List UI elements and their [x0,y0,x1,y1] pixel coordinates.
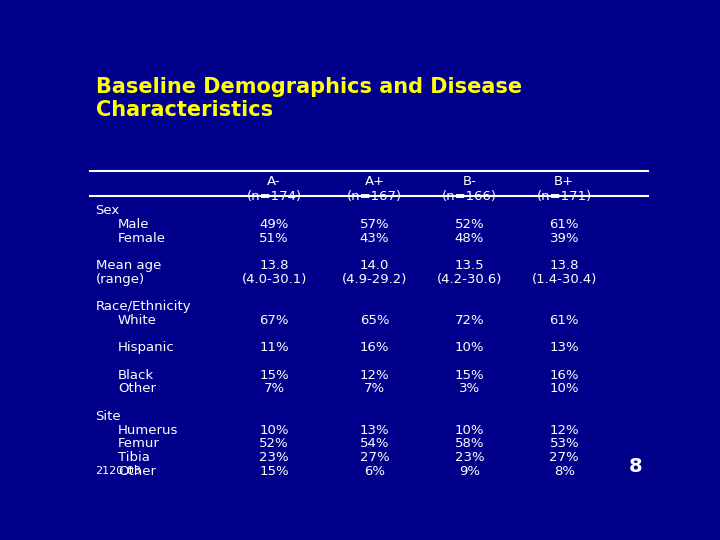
Text: 12%: 12% [360,369,390,382]
Text: (4.2-30.6): (4.2-30.6) [437,273,502,286]
Text: Female: Female [118,232,166,245]
Text: Femur: Femur [118,437,160,450]
Text: 9%: 9% [459,465,480,478]
Text: 13%: 13% [549,341,579,354]
Text: Hispanic: Hispanic [118,341,175,354]
Text: 39%: 39% [549,232,579,245]
Text: A+
(n=167): A+ (n=167) [347,175,402,203]
Text: Male: Male [118,218,150,231]
Text: 13.8: 13.8 [259,259,289,272]
Text: 10%: 10% [259,424,289,437]
Text: 23%: 23% [454,451,485,464]
Text: Baseline Demographics and Disease
Characteristics: Baseline Demographics and Disease Charac… [96,77,522,120]
Text: 72%: 72% [454,314,485,327]
Text: 16%: 16% [549,369,579,382]
Text: Other: Other [118,382,156,395]
Text: 67%: 67% [259,314,289,327]
Text: (1.4-30.4): (1.4-30.4) [531,273,597,286]
Text: 14.0: 14.0 [360,259,390,272]
Text: 7%: 7% [264,382,284,395]
Text: 65%: 65% [360,314,390,327]
Text: 15%: 15% [259,465,289,478]
Text: 6%: 6% [364,465,385,478]
Text: 8: 8 [629,457,642,476]
Text: (range): (range) [96,273,145,286]
Text: 16%: 16% [360,341,390,354]
Text: 7%: 7% [364,382,385,395]
Text: 2120.03: 2120.03 [96,467,141,476]
Text: 12%: 12% [549,424,579,437]
Text: 10%: 10% [455,341,484,354]
Text: 54%: 54% [360,437,390,450]
Text: Sex: Sex [96,204,120,217]
Text: 61%: 61% [549,218,579,231]
Text: 13.5: 13.5 [454,259,485,272]
Text: (4.0-30.1): (4.0-30.1) [241,273,307,286]
Text: Site: Site [96,410,121,423]
Text: 49%: 49% [259,218,289,231]
Text: Black: Black [118,369,154,382]
Text: 13.8: 13.8 [549,259,579,272]
Text: 3%: 3% [459,382,480,395]
Text: 43%: 43% [360,232,390,245]
Text: 52%: 52% [454,218,485,231]
Text: Humerus: Humerus [118,424,179,437]
Text: 61%: 61% [549,314,579,327]
Text: 15%: 15% [454,369,485,382]
Text: B-
(n=166): B- (n=166) [442,175,497,203]
Text: 15%: 15% [259,369,289,382]
Text: 10%: 10% [455,424,484,437]
Text: Race/Ethnicity: Race/Ethnicity [96,300,192,313]
Text: Other: Other [118,465,156,478]
Text: 57%: 57% [360,218,390,231]
Text: 27%: 27% [549,451,579,464]
Text: 8%: 8% [554,465,575,478]
Text: 11%: 11% [259,341,289,354]
Text: 53%: 53% [549,437,579,450]
Text: 48%: 48% [455,232,484,245]
Text: 23%: 23% [259,451,289,464]
Text: Tibia: Tibia [118,451,150,464]
Text: 51%: 51% [259,232,289,245]
Text: A-
(n=174): A- (n=174) [246,175,302,203]
Text: B+
(n=171): B+ (n=171) [536,175,592,203]
Text: 13%: 13% [360,424,390,437]
Text: White: White [118,314,157,327]
Text: Mean age: Mean age [96,259,161,272]
Text: 27%: 27% [360,451,390,464]
Text: 52%: 52% [259,437,289,450]
Text: (4.9-29.2): (4.9-29.2) [342,273,408,286]
Text: 10%: 10% [549,382,579,395]
Text: 58%: 58% [455,437,484,450]
